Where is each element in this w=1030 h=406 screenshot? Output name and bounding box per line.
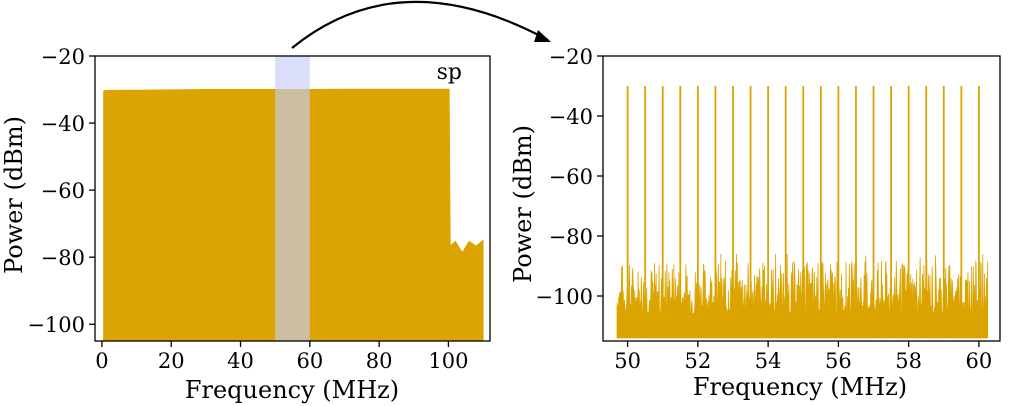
left-plot-frame [94,55,491,342]
right-plot-frame [602,55,1001,342]
right-xtick-label: 56 [825,349,852,373]
right-ytick-label: −80 [549,225,593,249]
left-xtick-label: 40 [227,349,254,373]
left-ytick-label: −100 [27,313,85,337]
right-xtick-label: 60 [966,349,993,373]
zoom-arrow [291,0,549,49]
zoom-arrow-head [534,30,551,42]
right-xtick-label: 50 [614,349,641,373]
right-ylabel: Power (dBm) [509,125,537,283]
left-xtick-label: 80 [366,349,393,373]
right-ytick-label: −100 [535,285,593,309]
right-ytick-label: −20 [549,45,593,69]
left-xtick-label: 0 [95,349,108,373]
left-xtick-label: 100 [428,349,468,373]
right-xtick-label: 52 [684,349,711,373]
left-ytick-label: −40 [41,112,85,136]
left-ytick-label: −60 [41,179,85,203]
right-panel: Power (dBm) Frequency (MHz) 50 52 54 56 58 60… [509,45,1001,401]
right-ytick-label: −40 [549,105,593,129]
left-annotation: sp [437,60,462,85]
zoom-highlight-band [275,56,310,341]
left-panel: Power (dBm) Frequency (MHz) 0 20 40 60 80 100… [0,45,491,404]
right-xlabel: Frequency (MHz) [693,373,907,401]
left-xtick-label: 60 [296,349,323,373]
left-ylabel: Power (dBm) [0,116,28,274]
left-xtick-label: 20 [158,349,185,373]
right-xtick-label: 54 [755,349,782,373]
right-xtick-label: 58 [895,349,922,373]
left-ytick-label: −80 [41,246,85,270]
right-ytick-label: −60 [549,165,593,189]
left-xlabel: Frequency (MHz) [185,376,399,404]
left-ytick-label: −20 [41,45,85,69]
